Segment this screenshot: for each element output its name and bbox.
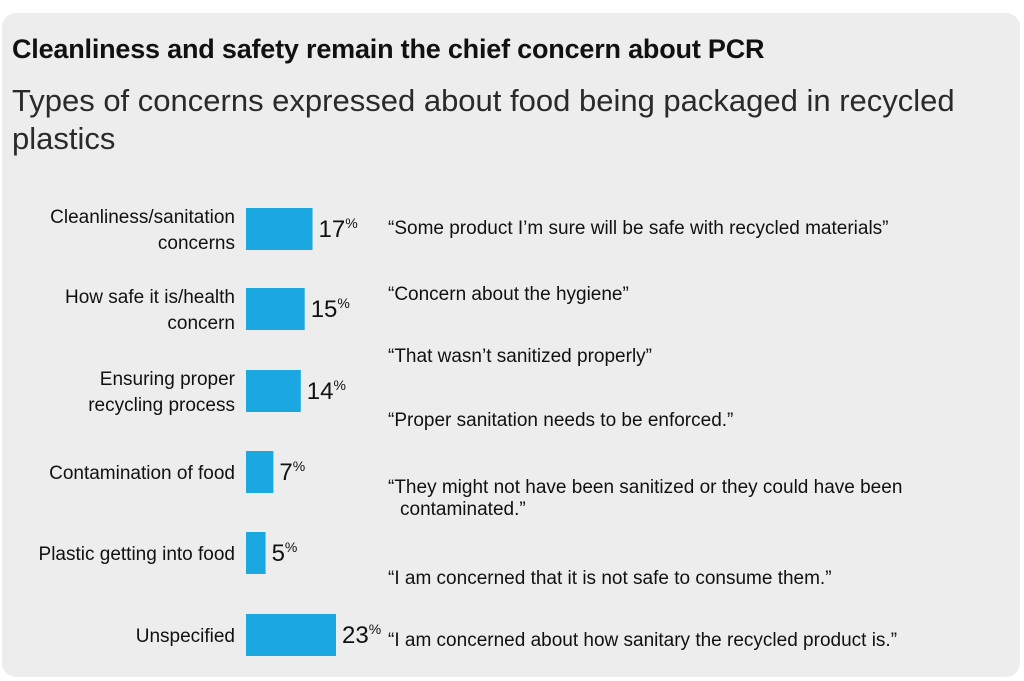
data-label: 15%	[311, 295, 350, 323]
category-label: How safe it is/health	[65, 287, 235, 308]
category-label: concern	[167, 313, 235, 334]
category-label: Unspecified	[136, 626, 235, 647]
chart-subtitle: Types of concerns expressed about food b…	[12, 83, 955, 156]
bar	[246, 208, 313, 250]
percent-unit: %	[345, 215, 357, 231]
category-label: Ensuring proper	[100, 369, 236, 390]
category-label: recycling process	[88, 395, 235, 416]
percent-unit: %	[333, 377, 345, 393]
percent-unit: %	[293, 458, 305, 474]
data-label: 17%	[319, 215, 358, 243]
percent-unit: %	[369, 621, 381, 637]
category-label: Plastic getting into food	[39, 544, 235, 565]
quote-item: “I am concerned about how sanitary the r…	[388, 630, 898, 651]
chart-card	[2, 13, 1020, 677]
quote-item: “I am concerned that it is not safe to c…	[388, 568, 832, 589]
data-label: 23%	[342, 621, 381, 649]
bar	[246, 614, 336, 656]
data-label: 7%	[279, 458, 305, 486]
category-label: Contamination of food	[49, 463, 235, 484]
bar	[246, 288, 305, 330]
bar	[246, 451, 274, 493]
quote-line: “They might not have been sanitized or t…	[388, 477, 903, 498]
quote-item-multiline: “They might not have been sanitized or t…	[388, 477, 1013, 521]
quote-item: “Proper sanitation needs to be enforced.…	[388, 410, 734, 431]
percent-unit: %	[285, 539, 297, 555]
bar	[246, 370, 301, 412]
category-label: concerns	[158, 233, 235, 254]
quote-item: “Some product I’m sure will be safe with…	[388, 218, 889, 239]
data-label: 5%	[272, 539, 298, 567]
percent-unit: %	[337, 295, 349, 311]
bar	[246, 532, 266, 574]
category-label: Cleanliness/sanitation	[50, 207, 235, 228]
quote-item: “That wasn’t sanitized properly”	[388, 346, 652, 367]
chart-title: Cleanliness and safety remain the chief …	[12, 34, 765, 64]
data-label: 14%	[307, 377, 346, 405]
quote-item: “Concern about the hygiene”	[388, 284, 629, 305]
quote-line: contaminated.”	[400, 499, 526, 520]
